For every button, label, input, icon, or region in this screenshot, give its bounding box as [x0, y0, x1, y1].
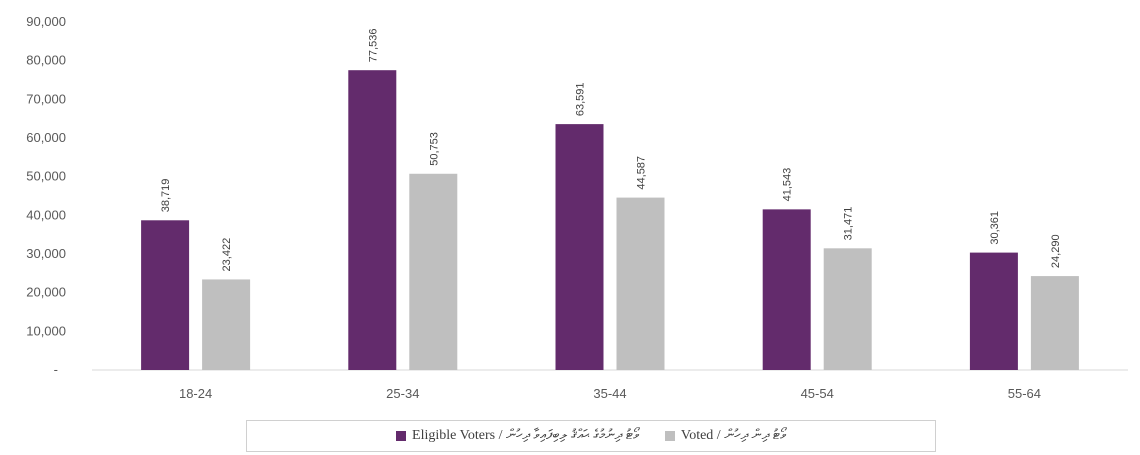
data-label: 77,536: [367, 29, 379, 63]
data-label: 63,591: [575, 82, 587, 116]
y-tick-label: 10,000: [26, 323, 66, 338]
x-tick-label: 35-44: [593, 386, 626, 401]
bar-eligible: [762, 209, 811, 370]
category-labels-group: 18-24 25-34 35-44 45-54 55-64: [179, 386, 1041, 401]
data-label: 41,543: [782, 168, 794, 202]
x-tick-label: 55-64: [1008, 386, 1041, 401]
bar-eligible: [555, 124, 604, 370]
legend-label-voted: Voted / ވޯޓު ދިން ދިހުން: [680, 428, 786, 443]
y-axis: - 10,000 20,000 30,000 40,000 50,000 60,000 70,…: [26, 14, 66, 377]
data-label: 38,719: [160, 179, 172, 213]
data-label: 30,361: [989, 211, 1001, 245]
bar-voted: [823, 248, 872, 370]
bar-eligible: [969, 252, 1018, 370]
data-label: 50,753: [428, 132, 440, 166]
data-label: 24,290: [1050, 234, 1062, 268]
legend: Eligible Voters / ވޯޓު ދިނުމުގެ ޙައްޤު ލ…: [246, 420, 936, 452]
data-label: 31,471: [843, 207, 855, 241]
bar-voted: [202, 279, 251, 370]
x-tick-label: 18-24: [179, 386, 212, 401]
x-tick-label: 25-34: [386, 386, 419, 401]
y-tick-label: 30,000: [26, 246, 66, 261]
bar-eligible: [348, 70, 397, 371]
y-tick-label: 40,000: [26, 207, 66, 222]
data-label: 23,422: [221, 238, 233, 272]
y-tick-label: -: [54, 362, 58, 377]
y-tick-label: 60,000: [26, 130, 66, 145]
y-tick-label: 20,000: [26, 285, 66, 300]
legend-item-eligible: Eligible Voters / ވޯޓު ދިނުމުގެ ޙައްޤު ލ…: [396, 428, 639, 444]
bar-voted: [409, 173, 458, 370]
bar-eligible: [141, 220, 190, 370]
value-labels-group: 38,719 23,422 77,536 50,753 63,591 44,587 41,5…: [160, 29, 1062, 272]
data-label: 44,587: [636, 156, 648, 190]
bars-group: [141, 70, 1079, 371]
bar-voted: [616, 197, 665, 370]
legend-swatch-voted: [664, 431, 675, 441]
y-tick-label: 90,000: [26, 14, 66, 29]
legend-item-voted: Voted / ވޯޓު ދިން ދިހުން: [664, 428, 786, 444]
y-tick-label: 70,000: [26, 91, 66, 106]
legend-label-eligible: Eligible Voters / ވޯޓު ދިނުމުގެ ޙައްޤު ލ…: [412, 428, 639, 443]
y-tick-label: 80,000: [26, 53, 66, 68]
bar-voted: [1030, 276, 1079, 370]
legend-swatch-eligible: [396, 431, 407, 441]
x-tick-label: 45-54: [801, 386, 834, 401]
y-tick-label: 50,000: [26, 169, 66, 184]
